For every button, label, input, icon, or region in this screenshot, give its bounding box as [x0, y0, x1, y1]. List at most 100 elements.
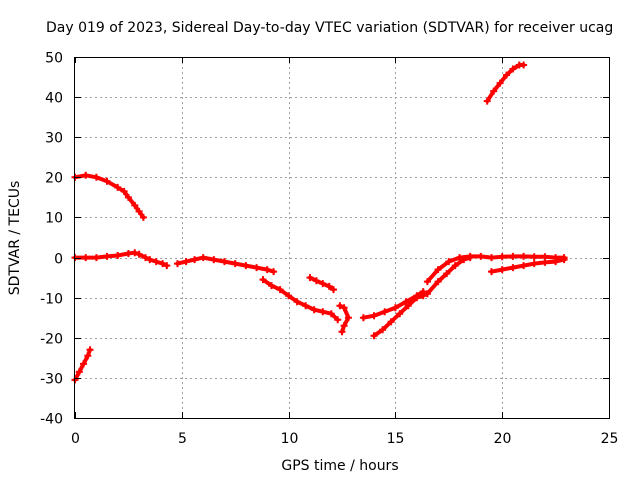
data-point: [359, 314, 367, 322]
data-series: [306, 274, 337, 294]
data-point: [163, 262, 171, 270]
data-point: [142, 254, 149, 262]
data-point: [253, 264, 261, 272]
data-point: [423, 290, 431, 298]
data-point: [413, 294, 421, 302]
x-axis-label: GPS time / hours: [281, 458, 398, 474]
data-point: [135, 250, 143, 258]
data-point: [370, 332, 378, 340]
data-point: [552, 258, 560, 266]
data-point: [124, 250, 132, 257]
data-point: [302, 302, 310, 310]
data-point: [434, 278, 442, 286]
data-point: [75, 368, 83, 376]
data-point: [530, 260, 538, 268]
data-series: [174, 254, 278, 276]
data-point: [423, 278, 431, 286]
y-tick-label: 50: [45, 51, 63, 67]
data-point: [338, 328, 346, 336]
data-series: [259, 276, 342, 324]
data-series: [71, 346, 94, 384]
x-tick-label: 20: [494, 431, 512, 447]
data-point: [103, 252, 111, 260]
data-point: [131, 201, 139, 209]
data-point: [434, 266, 442, 274]
data-point: [456, 254, 463, 262]
data-point: [131, 249, 139, 257]
y-tick-label: 10: [45, 211, 63, 227]
data-point: [263, 266, 271, 274]
y-tick-label: -40: [40, 412, 63, 428]
y-tick-label: 40: [45, 91, 63, 107]
x-tick-label: 5: [178, 431, 187, 447]
data-point: [135, 207, 143, 215]
data-point: [306, 274, 314, 282]
data-point: [319, 280, 327, 288]
data-point: [199, 254, 207, 262]
data-point: [336, 302, 344, 310]
y-tick-label: 20: [45, 171, 63, 187]
x-tick-label: 15: [387, 431, 405, 447]
data-point: [560, 256, 568, 264]
data-point: [503, 71, 510, 79]
data-point: [174, 260, 181, 268]
data-series: [483, 61, 528, 105]
x-axis: 0 5 10 15 20 25: [71, 431, 618, 447]
data-point: [152, 258, 160, 266]
data-point: [139, 213, 147, 221]
data-point: [334, 316, 342, 324]
data-point: [276, 286, 284, 294]
series-line: [261, 277, 340, 322]
data-point: [82, 171, 90, 179]
y-tick-label: -20: [40, 332, 63, 348]
data-point: [451, 262, 459, 270]
data-point: [270, 268, 278, 276]
data-point: [443, 270, 451, 278]
data-point: [387, 318, 395, 326]
data-point: [379, 326, 387, 334]
data-point: [419, 292, 427, 300]
data-point: [483, 97, 491, 105]
data-point: [84, 352, 92, 360]
data-point: [312, 277, 320, 285]
data-point: [146, 256, 154, 264]
y-axis-label: SDTVAR / TECUs: [7, 181, 23, 296]
data-series: [71, 171, 147, 221]
data-point: [330, 286, 337, 294]
x-tick-label: 0: [71, 431, 80, 447]
data-point: [340, 304, 348, 312]
x-tick-label: 25: [601, 431, 619, 447]
data-point: [327, 310, 335, 318]
data-point: [404, 302, 412, 310]
data-point: [191, 256, 199, 264]
y-axis: -40 -30 -20 -10 0 10 20 30 40 50: [40, 51, 63, 428]
data-point: [92, 254, 100, 262]
data-series: [336, 302, 352, 336]
chart-title: Day 019 of 2023, Sidereal Day-to-day VTE…: [46, 20, 613, 36]
data-point: [396, 310, 404, 318]
data-point: [509, 252, 517, 260]
data-point: [488, 254, 495, 262]
data-point: [268, 282, 275, 290]
data-point: [541, 258, 549, 266]
y-tick-label: -10: [40, 292, 63, 308]
data-point: [509, 264, 517, 272]
data-point: [490, 87, 498, 95]
data-point: [340, 322, 348, 330]
data-point: [210, 256, 218, 264]
data-point: [520, 61, 528, 69]
data-point: [86, 346, 94, 354]
data-point: [466, 252, 474, 260]
data-point: [293, 298, 301, 306]
data-point: [120, 187, 128, 195]
data-point: [242, 262, 250, 270]
data-point: [391, 304, 399, 312]
data-point: [231, 260, 239, 268]
data-series: [359, 288, 427, 322]
series-layer: [71, 61, 568, 384]
data-point: [445, 258, 453, 266]
data-point: [124, 193, 132, 201]
data-series: [71, 249, 171, 270]
axis-ticks: [75, 57, 610, 419]
